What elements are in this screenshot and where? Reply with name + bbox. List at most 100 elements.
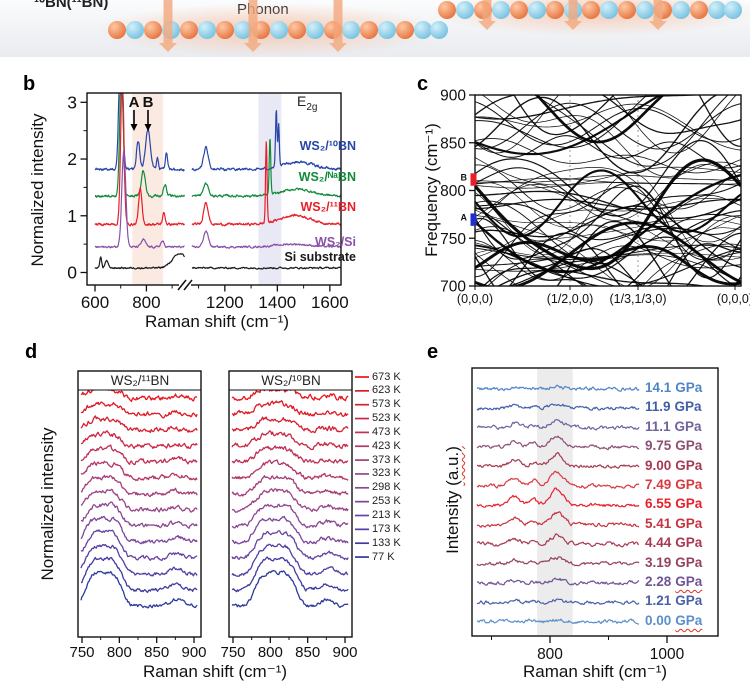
panel-b: 600 800 1200 1400 1600 0 1 2 3 A B <box>67 92 349 312</box>
spectrum-curve <box>80 529 198 562</box>
x-tick-label: 1400 <box>258 293 296 312</box>
spectrum-curve <box>231 503 349 529</box>
nitrogen-atom <box>126 21 144 39</box>
spectrum-curve <box>475 158 741 271</box>
temperature-legend-item: 473 K <box>372 425 401 438</box>
panel-c: 700 750 800 850 900 (0,0,0) (1/2,0,0) (1/3,1/3,… <box>440 88 750 307</box>
phonon-arrow-icon <box>649 0 667 30</box>
pressure-label: 11.9 GPa <box>645 399 702 415</box>
phonon-branches <box>475 95 741 286</box>
boron-atom <box>108 21 126 39</box>
nitrogen-atom <box>708 1 726 19</box>
spectrum-curve <box>475 135 741 169</box>
y-tick-label: 2 <box>67 149 77 169</box>
nitrogen-atom <box>600 1 618 19</box>
peak-annotation-letter: A <box>129 94 140 111</box>
spectrum-curve <box>475 167 741 243</box>
pressure-label: 3.19 GPa <box>645 554 703 570</box>
e2g-mode-label: E2g <box>297 93 318 113</box>
pressure-label: 14.1 GPa <box>645 380 703 395</box>
panel-b-letter: b <box>23 73 36 95</box>
series-label: WS₂/Si <box>315 235 356 249</box>
panel-e-curves <box>476 384 640 625</box>
spectrum-curve <box>475 95 737 154</box>
temperature-legend-item: 423 K <box>372 439 401 452</box>
series-label: WS₂/¹⁰BN <box>299 139 356 153</box>
spectrum-curve <box>475 164 741 211</box>
panel-d-title-11bn: WS₂/¹¹BN <box>110 373 170 388</box>
spectrum-curve <box>475 95 741 135</box>
spectrum-curve <box>475 95 662 156</box>
spectrum-curve <box>475 220 741 286</box>
temperature-legend-item: 373 K <box>372 453 401 466</box>
spectrum-curve <box>231 569 349 609</box>
k-point-label: (0,0,0) <box>717 292 750 306</box>
k-point-label: (0,0,0) <box>457 292 493 306</box>
highlight-band <box>537 369 573 635</box>
mode-marker-label: B <box>461 172 468 182</box>
spectrum-curve <box>475 95 696 120</box>
spectrum-curve <box>191 141 341 227</box>
nitrogen-atom <box>456 1 474 19</box>
temperature-legend-item: 77 K <box>372 550 395 563</box>
spectrum-curve <box>475 172 741 261</box>
pressure-label: 6.55 GPa <box>645 496 703 512</box>
spectrum-curve <box>231 400 349 417</box>
series-label: WS₂/ᴺᵃBN <box>298 170 356 184</box>
panel-d-frame <box>77 370 202 638</box>
au-wavy-text: (a.u.) <box>443 446 462 486</box>
spectrum-curve <box>475 157 741 186</box>
spectrum-curve <box>80 488 198 513</box>
boron-atom <box>216 21 234 39</box>
spectrum-curve <box>94 253 186 270</box>
spectrum-curve <box>482 95 741 177</box>
y-tick-label: 750 <box>440 231 466 248</box>
panel-c-letter: c <box>417 73 429 95</box>
spectrum-curve <box>475 239 741 281</box>
spectrum-curve <box>476 470 640 489</box>
spectrum-curve <box>476 435 640 451</box>
x-tick-label: 850 <box>144 644 169 661</box>
nitrogen-atom <box>636 1 654 19</box>
spectrum-curve <box>80 390 198 403</box>
spectrum-curve <box>231 416 349 434</box>
spectrum-curve <box>231 488 349 513</box>
spectrum-curve <box>475 139 741 217</box>
pressure-label: 11.1 GPa <box>645 418 702 434</box>
spectrum-curve <box>475 206 741 286</box>
boron-atom <box>144 21 162 39</box>
y-tick-label: 3 <box>67 92 77 112</box>
pressure-label: 9.75 GPa <box>645 438 703 454</box>
series-label: Si substrate <box>284 250 356 264</box>
x-tick-label: 800 <box>537 646 563 663</box>
pressure-label: 5.41 GPa <box>645 515 703 531</box>
y-tick-label: 900 <box>440 88 466 105</box>
pressure-label: 9.00 GPa <box>645 457 703 473</box>
temperature-legend-item: 323 K <box>372 467 401 480</box>
pressure-label: 2.28 GPa <box>645 574 703 589</box>
temperature-legend-item: 173 K <box>372 522 401 535</box>
phonon-arrow-icon <box>244 0 262 52</box>
spectrum-curve <box>476 598 640 606</box>
spectrum-curve <box>80 570 198 609</box>
panel-d-title-10bn: WS₂/¹⁰BN <box>261 373 321 388</box>
x-tick-label: 900 <box>181 644 206 661</box>
series-label: WS₂/¹¹BN <box>300 200 356 214</box>
spectrum-curve <box>231 556 349 593</box>
spectrum-curve <box>475 203 741 241</box>
y-tick-label: 700 <box>440 279 466 296</box>
nitrogen-atom <box>234 21 252 39</box>
spectrum-curve <box>476 577 640 586</box>
panel-d-curves <box>80 390 198 609</box>
panel-e: 800 1000 <box>471 367 719 663</box>
spectrum-curve <box>231 445 349 464</box>
y-tick-label: 800 <box>440 183 466 200</box>
spectrum-curve <box>535 95 665 144</box>
mode-marker <box>470 173 477 186</box>
x-tick-label: 800 <box>132 293 160 312</box>
boron-atom <box>396 21 414 39</box>
panel-d-frame <box>228 370 353 638</box>
spectrum-curve <box>231 475 349 497</box>
nitrogen-atom <box>672 1 690 19</box>
